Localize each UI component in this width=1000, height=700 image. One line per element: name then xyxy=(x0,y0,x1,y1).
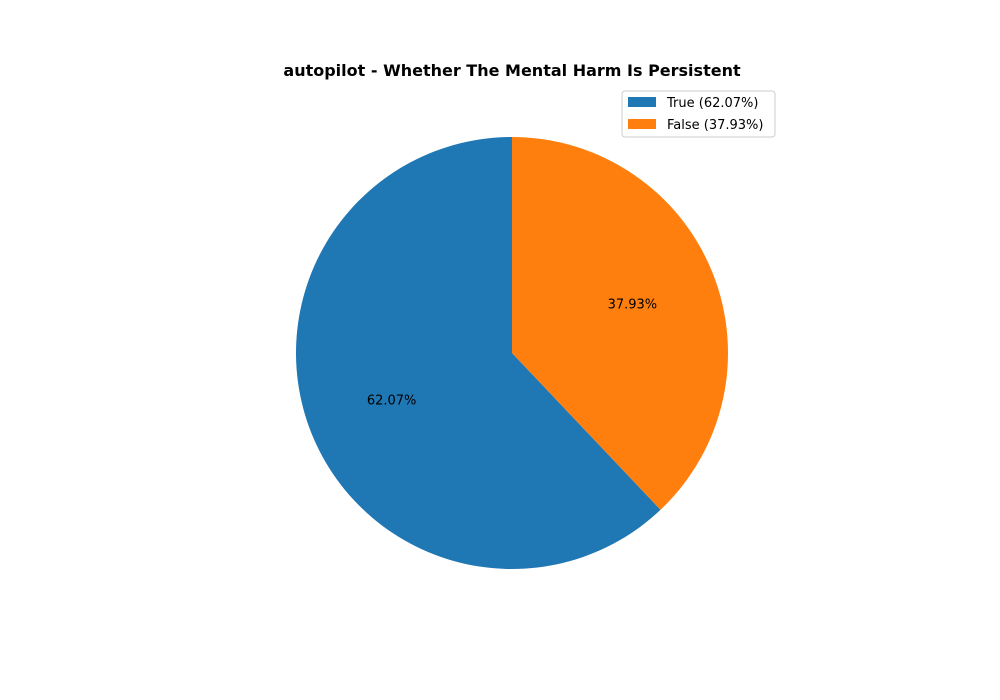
legend: True (62.07%) False (37.93%) xyxy=(621,90,776,138)
slice-label-true: 62.07% xyxy=(367,393,417,408)
slice-label-false: 37.93% xyxy=(608,298,658,313)
pie-slices xyxy=(296,137,728,569)
pie-slice-true xyxy=(296,137,661,569)
pie-slice-labels: 62.07% 37.93% xyxy=(367,298,657,409)
pie-slice-false xyxy=(512,137,728,510)
legend-swatch-false xyxy=(628,119,656,129)
chart-title: autopilot - Whether The Mental Harm Is P… xyxy=(283,61,741,80)
legend-label-false: False (37.93%) xyxy=(667,118,763,133)
legend-frame xyxy=(621,90,776,138)
legend-label-true: True (62.07%) xyxy=(666,96,758,111)
legend-swatch-true xyxy=(628,97,656,107)
